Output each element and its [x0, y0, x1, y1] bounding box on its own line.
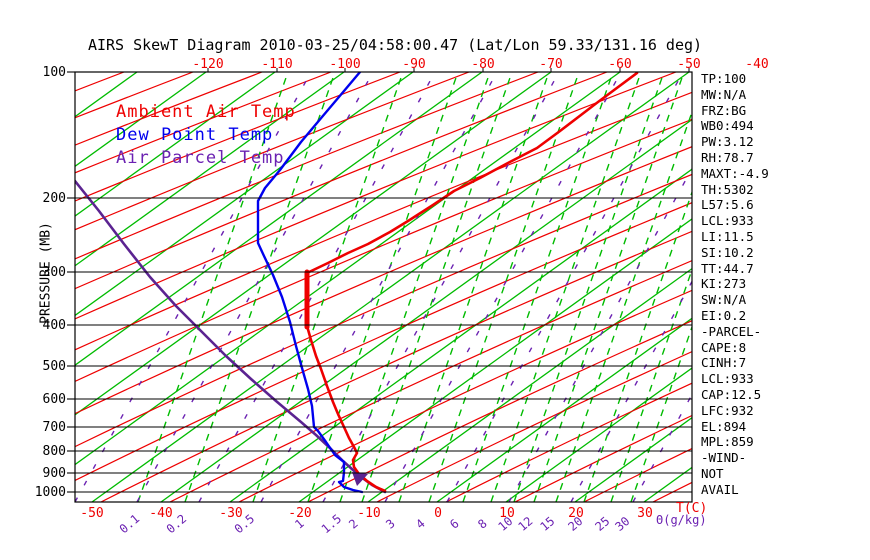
mixing-ratio-tick-label: 4 — [413, 516, 428, 531]
stat-line: CAP:12.5 — [701, 386, 762, 402]
pressure-axis-title: PRESSURE (MB) — [38, 222, 54, 324]
stat-line: LCL:933 — [701, 371, 754, 387]
stat-line: FRZ:BG — [701, 102, 747, 118]
pressure-grid — [67, 68, 693, 503]
stat-line: EL:894 — [701, 418, 747, 434]
temperature-tick-label: -20 — [288, 506, 311, 521]
stat-line: AVAIL — [701, 481, 739, 497]
stat-line: CAPE:8 — [701, 339, 747, 355]
isotherm-lines — [75, 72, 692, 502]
temperature-tick-label: 20 — [568, 506, 584, 521]
stat-line: LI:11.5 — [701, 228, 754, 244]
stat-line: MAXT:-4.9 — [701, 165, 769, 181]
stat-line: LFC:932 — [701, 402, 754, 418]
stat-line: NOT — [701, 465, 724, 481]
temperature-tick-label: -50 — [80, 506, 103, 521]
pressure-tick-label: 600 — [43, 392, 66, 407]
mixing-ratio-tick-label: 30 — [612, 514, 632, 534]
stat-line: TP:100 — [701, 71, 747, 86]
pressure-tick-label: 900 — [43, 466, 66, 481]
stat-line: -WIND- — [701, 450, 747, 466]
stat-line: PW:3.12 — [701, 134, 754, 150]
stat-line: MW:N/A — [701, 86, 747, 102]
stat-line: L57:5.6 — [701, 197, 754, 213]
top-axis-isotherm-label: -60 — [608, 57, 631, 72]
temperature-tick-label: 0 — [434, 506, 442, 521]
stat-line: SW:N/A — [701, 292, 747, 308]
pressure-tick-label: 800 — [43, 444, 66, 459]
top-axis-isotherm-label: -120 — [192, 57, 223, 72]
mixing-ratio-unit-label: Θ(g/kg) — [656, 513, 707, 527]
top-axis-isotherm-label: -70 — [539, 57, 562, 72]
temperature-tick-label: 30 — [637, 506, 653, 521]
temperature-tick-label: -30 — [219, 506, 242, 521]
legend-dew-point-temp: Dew Point Temp — [116, 125, 274, 145]
stat-line: TT:44.7 — [701, 260, 754, 276]
stat-line: RH:78.7 — [701, 149, 754, 165]
stat-line: CINH:7 — [701, 355, 747, 371]
temperature-tick-label: -10 — [357, 506, 380, 521]
top-axis-isotherm-label: -40 — [745, 57, 768, 72]
sounding-profiles — [75, 72, 639, 494]
pressure-tick-label: 100 — [43, 65, 66, 80]
mixing-ratio-tick-label: 8 — [475, 516, 490, 531]
temperature-unit-label: T(C) — [676, 501, 707, 516]
dew-point-temp-line — [256, 72, 364, 494]
stat-line: KI:273 — [701, 276, 747, 292]
top-axis-isotherm-label: -90 — [402, 57, 425, 72]
stat-line: MPL:859 — [701, 434, 754, 450]
mixing-ratio-tick-label: 6 — [447, 516, 462, 531]
legend-ambient-air-temp: Ambient Air Temp — [116, 102, 296, 122]
legend-air-parcel-temp: Air Parcel Temp — [116, 148, 285, 168]
pressure-tick-label: 1000 — [35, 485, 66, 500]
stat-line: WB0:494 — [701, 118, 754, 134]
mixing-ratio-tick-label: 1.5 — [319, 512, 345, 537]
top-axis-isotherm-label: -80 — [471, 57, 494, 72]
parcel-triangle-marker — [352, 472, 368, 486]
stat-line: -PARCEL- — [701, 323, 762, 339]
pressure-tick-label: 500 — [43, 359, 66, 374]
mixing-ratio-lines — [137, 72, 692, 502]
top-axis-isotherm-label: -100 — [329, 57, 360, 72]
sounding-stats-column: TP:100 MW:N/A FRZ:BG WB0:494 PW:3.12 RH:78.7 M… — [701, 71, 769, 498]
ambient-air-temp-line — [305, 72, 639, 493]
stat-line: LCL:933 — [701, 213, 754, 229]
mixing-ratio-tick-label: 25 — [592, 514, 612, 534]
stat-line: EI:0.2 — [701, 307, 747, 323]
pressure-tick-label: 400 — [43, 318, 66, 333]
chart-legend: Ambient Air Temp Dew Point Temp Air Parc… — [116, 101, 296, 170]
pressure-tick-label: 200 — [43, 191, 66, 206]
mixing-ratio-tick-label: 12 — [515, 514, 535, 534]
stat-line: SI:10.2 — [701, 244, 754, 260]
temperature-tick-label: 10 — [499, 506, 515, 521]
mixing-ratio-tick-label: 0.1 — [117, 512, 143, 537]
air-parcel-temp-line — [75, 179, 387, 494]
stat-line: TH:5302 — [701, 181, 754, 197]
pressure-tick-label: 300 — [43, 265, 66, 280]
chart-title: AIRS SkewT Diagram 2010-03-25/04:58:00.4… — [87, 36, 703, 54]
pressure-tick-label: 700 — [43, 420, 66, 435]
temperature-tick-label: -40 — [149, 506, 172, 521]
mixing-ratio-tick-label: 3 — [383, 516, 398, 531]
top-axis-isotherm-label: -50 — [677, 57, 700, 72]
mixing-ratio-tick-label: 15 — [537, 514, 557, 534]
top-axis-isotherm-label: -110 — [261, 57, 292, 72]
